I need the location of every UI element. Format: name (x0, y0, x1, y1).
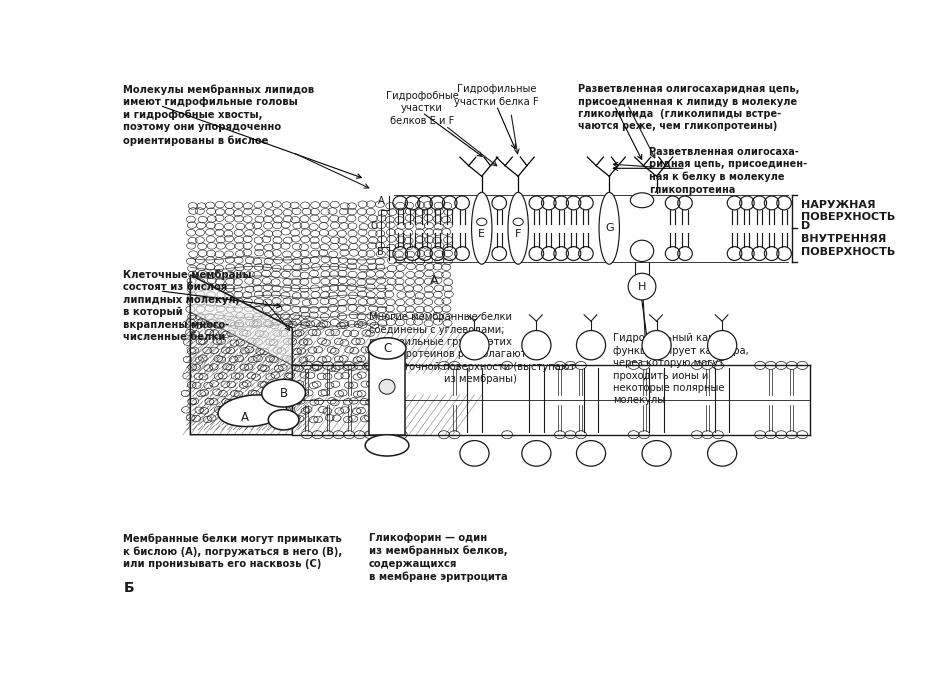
Ellipse shape (522, 331, 551, 360)
Text: E: E (478, 228, 485, 239)
Ellipse shape (708, 331, 737, 360)
Polygon shape (191, 275, 292, 365)
Ellipse shape (365, 435, 409, 456)
Text: Б: Б (123, 581, 134, 594)
Text: G: G (605, 224, 614, 233)
Text: Гидрофобные
участки
белков E и F: Гидрофобные участки белков E и F (385, 91, 459, 126)
Text: Гидрофильные
участки белка F: Гидрофильные участки белка F (454, 84, 539, 107)
Ellipse shape (472, 192, 492, 264)
Text: C: C (370, 221, 378, 230)
Ellipse shape (522, 441, 551, 466)
Ellipse shape (368, 338, 406, 359)
Text: Молекулы мембранных липидов
имеют гидрофильные головы
и гидрофобные хвосты,
поэт: Молекулы мембранных липидов имеют гидроф… (123, 84, 315, 145)
Text: НАРУЖНАЯ
ПОВЕРХНОСТЬ: НАРУЖНАЯ ПОВЕРХНОСТЬ (801, 200, 895, 222)
Ellipse shape (599, 192, 619, 264)
Ellipse shape (460, 441, 489, 466)
Bar (368, 352, 405, 435)
Text: ВНУТРЕННЯЯ
ПОВЕРХНОСТЬ: ВНУТРЕННЯЯ ПОВЕРХНОСТЬ (801, 235, 895, 257)
Ellipse shape (631, 193, 653, 208)
Text: Клеточные мембраны
состоят из бислоя
липидных молекул,
в который
вкраплены много: Клеточные мембраны состоят из бислоя лип… (123, 269, 252, 342)
Text: H: H (638, 282, 646, 291)
Text: A: A (431, 274, 439, 286)
Text: Разветвленная олигосаха-
ридная цепь, присоединен-
ная к белку в молекуле
гликоп: Разветвленная олигосаха- ридная цепь, пр… (650, 147, 807, 195)
Ellipse shape (642, 331, 671, 360)
Text: Многие мембранные белки
соединены с углеводами;
гликозильные группы этих
гликопр: Многие мембранные белки соединены с угле… (368, 312, 575, 384)
Ellipse shape (261, 379, 306, 407)
Ellipse shape (576, 441, 605, 466)
Text: B: B (377, 247, 384, 257)
Ellipse shape (576, 331, 605, 360)
Text: F: F (515, 228, 522, 239)
Text: Мембранные белки могут примыкать
к бислою (A), погружаться в него (B),
или прони: Мембранные белки могут примыкать к бисло… (123, 534, 342, 570)
Ellipse shape (460, 331, 489, 360)
Text: D: D (801, 221, 810, 231)
Ellipse shape (708, 441, 737, 466)
Ellipse shape (631, 240, 653, 262)
Text: B: B (279, 387, 288, 400)
Text: A: A (378, 197, 384, 206)
Text: Гликофорин — один
из мембранных белков,
содержащихся
в мембране эритроцита: Гликофорин — один из мембранных белков, … (368, 534, 508, 582)
Ellipse shape (268, 410, 299, 430)
Ellipse shape (642, 441, 671, 466)
Ellipse shape (508, 192, 528, 264)
Text: Гидрофильный канал
функционирует как пора,
через которую могут
проходить ионы и
: Гидрофильный канал функционирует как пор… (613, 334, 748, 406)
Ellipse shape (218, 395, 287, 426)
Text: Разветвленная олигосахаридная цепь,
присоединенная к липиду в молекуле
гликолипи: Разветвленная олигосахаридная цепь, прис… (578, 84, 799, 131)
Text: C: C (383, 342, 391, 355)
Text: A: A (241, 411, 249, 424)
Ellipse shape (628, 273, 656, 300)
Ellipse shape (379, 379, 395, 394)
